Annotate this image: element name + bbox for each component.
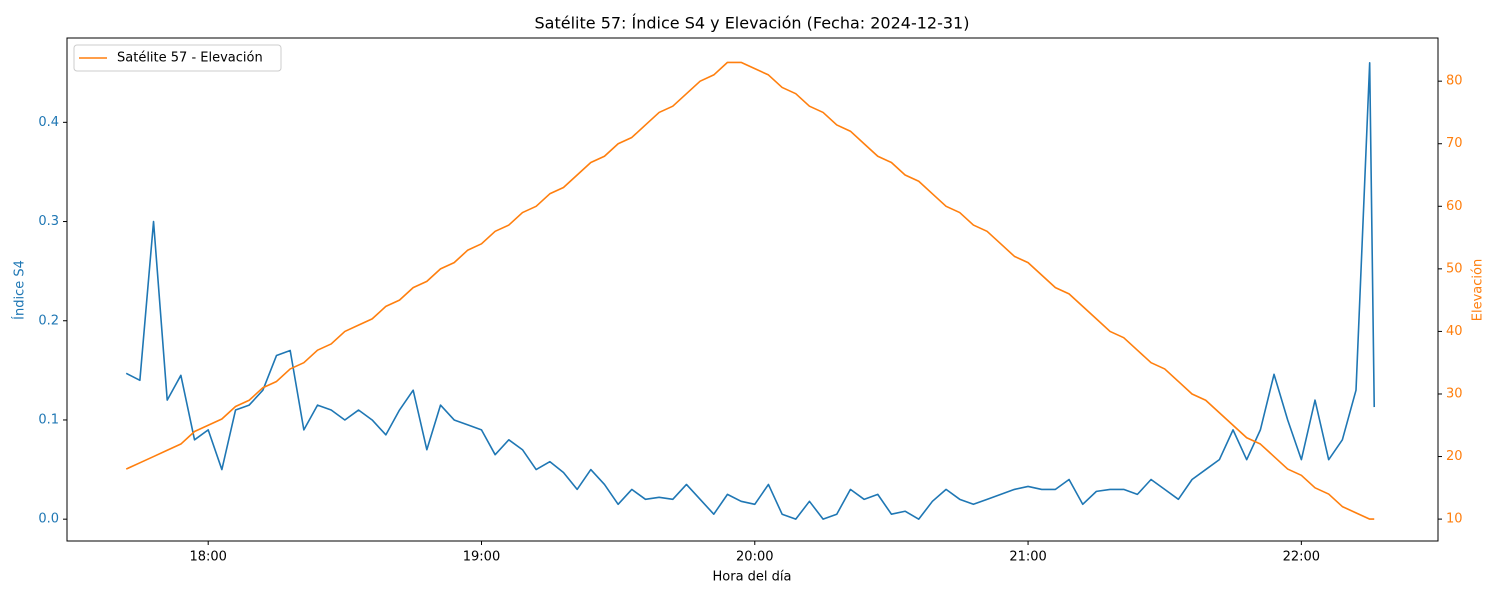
y2-tick-label: 50 xyxy=(1446,261,1463,276)
x-tick-label: 19:00 xyxy=(463,550,500,565)
y-axis-label: Índice S4 xyxy=(12,260,28,320)
legend-label: Satélite 57 - Elevación xyxy=(117,51,263,66)
y2-tick-label: 70 xyxy=(1446,136,1463,151)
x-tick-label: 21:00 xyxy=(1009,550,1046,565)
y2-tick-label: 20 xyxy=(1446,449,1463,464)
y2-tick-label: 80 xyxy=(1446,74,1463,89)
series-line xyxy=(125,61,1375,520)
x-tick-label: 20:00 xyxy=(736,550,773,565)
series-line xyxy=(125,61,1376,520)
y-tick-label: 0.0 xyxy=(38,512,59,527)
y-tick-label: 0.4 xyxy=(38,115,59,130)
y2-tick-label: 30 xyxy=(1446,386,1463,401)
x-tick-label: 22:00 xyxy=(1283,550,1320,565)
y2-tick-label: 60 xyxy=(1446,199,1463,214)
plot-frame xyxy=(66,37,1439,542)
y2-tick-label: 10 xyxy=(1446,512,1463,527)
x-axis-label: Hora del día xyxy=(713,570,792,585)
chart-title: Satélite 57: Índice S4 y Elevación (Fech… xyxy=(535,14,970,33)
y2-axis-label: Elevación xyxy=(1471,259,1486,321)
x-tick-label: 18:00 xyxy=(189,550,226,565)
y-tick-label: 0.2 xyxy=(38,313,59,328)
y-tick-label: 0.1 xyxy=(38,412,59,427)
y-tick-label: 0.3 xyxy=(38,214,59,229)
y2-tick-label: 40 xyxy=(1446,324,1463,339)
legend-box xyxy=(73,44,282,72)
